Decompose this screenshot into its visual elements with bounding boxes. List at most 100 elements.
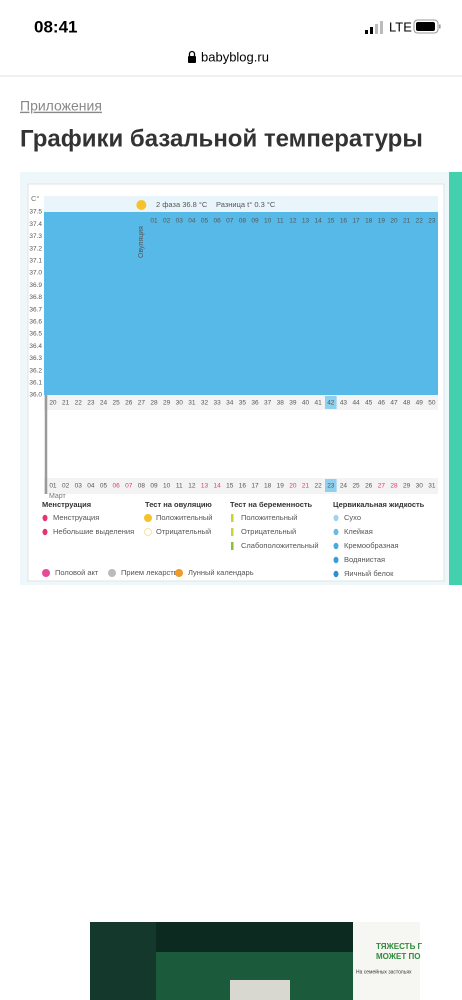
lock-icon [188, 50, 196, 63]
phase-day: 16 [340, 218, 348, 225]
phase-day: 08 [239, 218, 247, 225]
url[interactable]: babyblog.ru [201, 49, 269, 64]
x-tick-label: 44 [352, 400, 360, 407]
y-unit: С° [31, 194, 39, 203]
legend-label: Слабоположительный [241, 541, 319, 550]
x-tick-label: 20 [49, 400, 57, 407]
x-tick-label: 35 [239, 400, 247, 407]
legend-icon [333, 528, 339, 536]
x-tick-label: 47 [390, 400, 398, 407]
ad-headline: МОЖЕТ ПО [376, 952, 420, 961]
legend-icon [231, 542, 234, 550]
difference: Разница t° 0.3 °C [216, 200, 276, 209]
date-label: 01 [49, 483, 57, 490]
breadcrumb[interactable]: Приложения [20, 98, 102, 114]
date-label: 09 [150, 483, 158, 490]
phase-day: 09 [251, 218, 259, 225]
date-label: 31 [428, 483, 436, 490]
date-label: 06 [112, 483, 120, 490]
x-tick-label: 25 [112, 400, 120, 407]
x-tick-label: 49 [416, 400, 424, 407]
x-tick-label: 28 [150, 400, 158, 407]
phase-day: 07 [226, 218, 234, 225]
cycle-row [44, 395, 438, 410]
legend-label: Яичный белок [344, 569, 394, 578]
status-time: 08:41 [34, 17, 77, 36]
ad-banner: ТЯЖЕСТЬ Г МОЖЕТ ПО На семейных застольях [90, 922, 423, 1000]
extra-label: Лунный календарь [188, 568, 254, 577]
phase-day: 06 [214, 218, 222, 225]
today-date-box [324, 479, 337, 492]
date-label: 27 [378, 483, 386, 490]
x-tick-label: 39 [289, 400, 297, 407]
x-tick-label: 24 [100, 400, 108, 407]
phase-day: 10 [264, 218, 272, 225]
y-tick-label: 37.4 [29, 221, 42, 228]
date-label: 13 [201, 483, 209, 490]
phase-day: 18 [365, 218, 373, 225]
y-tick-label: 37.0 [29, 270, 42, 277]
date-label: 07 [125, 483, 133, 490]
y-tick-label: 36.1 [29, 380, 42, 387]
y-tick-label: 36.6 [29, 319, 42, 326]
phase-day: 19 [378, 218, 386, 225]
x-tick-label: 33 [214, 400, 222, 407]
phase-day: 12 [289, 218, 297, 225]
phase-day: 17 [352, 218, 360, 225]
legend-label: Небольшие выделения [53, 527, 134, 536]
x-tick-label: 43 [340, 400, 348, 407]
date-label: 22 [315, 483, 323, 490]
x-tick-label: 27 [138, 400, 146, 407]
ovulation-sun [136, 200, 147, 210]
x-tick-label: 46 [378, 400, 386, 407]
x-tick-label: 41 [315, 400, 323, 407]
date-label: 10 [163, 483, 171, 490]
x-tick-label: 21 [62, 400, 70, 407]
legend-icon [42, 528, 48, 536]
date-label: 08 [138, 483, 146, 490]
y-tick-label: 36.5 [29, 331, 42, 338]
ovulation-label: Овуляция [138, 226, 145, 258]
phase-day: 13 [302, 218, 310, 225]
phase-day: 23 [428, 218, 436, 225]
today-cycle-box [324, 396, 337, 409]
legend-label: Отрицательный [241, 527, 296, 536]
x-tick-label: 48 [403, 400, 411, 407]
legend-icon [231, 514, 234, 522]
page-title: Графики базальной температуры [20, 125, 423, 152]
phase-day: 20 [390, 218, 398, 225]
date-label: 20 [289, 483, 297, 490]
x-tick-label: 34 [226, 400, 234, 407]
phase-day: 14 [315, 218, 323, 225]
date-label: 03 [75, 483, 83, 490]
legend-label: Клейкая [344, 527, 373, 536]
plot-background [44, 212, 438, 395]
legend-label: Водянистая [344, 555, 385, 564]
phase-day: 05 [201, 218, 209, 225]
x-tick-label: 23 [87, 400, 95, 407]
date-label: 18 [264, 483, 272, 490]
legend-title: Цервикальная жидкость [333, 500, 425, 509]
date-label: 05 [100, 483, 108, 490]
x-tick-label: 40 [302, 400, 310, 407]
x-tick-label: 50 [428, 400, 436, 407]
chart: 2 фаза 36.8 °C Разница t° 0.3 °C С° Овуляци… [29, 194, 438, 578]
date-label: 30 [416, 483, 424, 490]
legend-icon [144, 528, 152, 536]
date-label: 12 [188, 483, 196, 490]
date-label: 15 [226, 483, 234, 490]
y-tick-label: 37.3 [29, 233, 42, 240]
legend-icon [42, 514, 48, 522]
status-network: LTE [389, 19, 412, 34]
y-tick-label: 37.1 [29, 258, 42, 265]
extra-label: Половой акт [55, 568, 99, 577]
x-tick-label: 22 [75, 400, 83, 407]
phase-day: 01 [150, 218, 158, 225]
extra-icon [108, 569, 116, 577]
legend-title: Менструация [42, 500, 91, 509]
y-tick-label: 36.0 [29, 392, 42, 399]
y-tick-label: 36.7 [29, 306, 42, 313]
y-tick-label: 36.3 [29, 355, 42, 362]
legend-label: Отрицательный [156, 527, 211, 536]
